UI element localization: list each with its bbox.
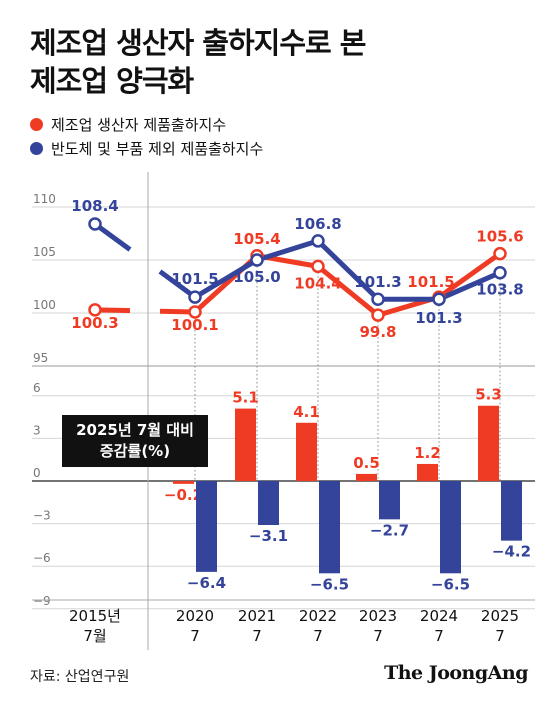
- line-data-label: 105.0: [233, 268, 280, 286]
- bar-data-label: −2.7: [370, 521, 409, 539]
- bar-data-label: −0.2: [164, 486, 203, 504]
- legend-item-blue: 반도체 및 부품 제외 제품출하지수: [30, 136, 263, 160]
- series-point: [188, 305, 202, 319]
- line-data-label: 101.5: [171, 270, 218, 288]
- series-line-segment: [158, 269, 197, 300]
- series-point: [493, 246, 507, 261]
- title-line-2: 제조업 양극화: [30, 64, 194, 98]
- source-note: 자료: 산업연구원: [30, 669, 130, 685]
- bar: [235, 408, 256, 481]
- line-data-label: 108.4: [71, 197, 118, 215]
- bar: [356, 473, 377, 481]
- bar-y-tick-label: −3: [33, 509, 51, 523]
- x-tick-label: 2015년: [69, 607, 121, 625]
- bar: [478, 405, 499, 481]
- x-tick-label: 7: [373, 627, 383, 645]
- x-tick-label: 2023: [359, 607, 397, 625]
- legend-red-dot-icon: [30, 117, 43, 131]
- bar-data-label: −6.4: [187, 574, 226, 592]
- bar-data-label: 5.1: [232, 389, 259, 407]
- x-tick-label: 7: [495, 627, 505, 645]
- legend-item-red: 제조업 생산자 제품출하지수: [30, 112, 263, 136]
- line-data-label: 104.4: [294, 274, 341, 292]
- bar-data-label: 0.5: [353, 454, 380, 472]
- bar-data-label: 5.3: [475, 386, 502, 404]
- x-tick-label: 7: [190, 627, 200, 645]
- series-point: [371, 292, 385, 306]
- bar-data-label: −6.5: [431, 575, 470, 593]
- x-tick-label: 2025: [481, 607, 519, 625]
- bar-data-label: 4.1: [293, 403, 320, 421]
- bar: [258, 481, 279, 526]
- bar: [417, 463, 438, 481]
- series-line-segment: [93, 221, 132, 252]
- x-tick-label: 7: [313, 627, 323, 645]
- x-tick-label: 2021: [238, 607, 276, 625]
- bar-data-label: −6.5: [310, 575, 349, 593]
- line-data-label: 106.8: [294, 215, 341, 233]
- series-point: [432, 292, 446, 306]
- series-point: [493, 265, 507, 280]
- x-tick-label: 7: [434, 627, 444, 645]
- bar: [379, 481, 400, 520]
- bar-y-tick-label: 3: [33, 423, 41, 437]
- bar-data-label: −4.2: [492, 543, 531, 561]
- bar-y-tick-label: 0: [33, 466, 41, 480]
- bar: [296, 422, 317, 481]
- line-y-tick-label: 105: [33, 245, 56, 259]
- line-data-label: 105.4: [233, 230, 280, 248]
- series-point: [188, 290, 202, 304]
- series-point: [371, 308, 385, 322]
- line-data-label: 100.3: [71, 314, 118, 332]
- series-point: [311, 259, 325, 274]
- chart-title: 제조업 생산자 출하지수로 본 제조업 양극화: [30, 24, 366, 100]
- line-y-tick-label: 110: [33, 192, 56, 206]
- line-y-tick-label: 95: [33, 351, 48, 365]
- line-data-label: 103.8: [476, 281, 523, 299]
- series-line: [193, 238, 501, 302]
- bar: [196, 481, 217, 572]
- line-data-label: 101.5: [407, 273, 454, 291]
- line-data-label: 100.1: [171, 316, 218, 334]
- x-tick-label: 7월: [83, 627, 106, 645]
- bar-caption-text: 2025년 7월 대비: [76, 421, 194, 439]
- legend-red-label: 제조업 생산자 제품출하지수: [51, 115, 227, 134]
- legend-blue-label: 반도체 및 부품 제외 제품출하지수: [51, 139, 264, 158]
- series-point: [88, 303, 102, 317]
- bar-caption-box: [62, 415, 208, 467]
- bar: [173, 481, 194, 484]
- series-point: [250, 253, 264, 267]
- legend-blue-dot-icon: [30, 141, 43, 155]
- line-data-label: 101.3: [354, 273, 401, 291]
- bar-y-tick-label: −6: [33, 551, 51, 565]
- x-tick-label: 2022: [299, 607, 337, 625]
- line-data-label: 99.8: [359, 323, 396, 341]
- line-data-label: 101.3: [415, 309, 462, 327]
- series-point: [88, 217, 102, 231]
- line-data-label: 105.6: [476, 228, 523, 246]
- x-tick-label: 7: [252, 627, 262, 645]
- x-tick-label: 2024: [420, 607, 458, 625]
- bar-y-tick-label: −9: [33, 594, 51, 608]
- bar: [440, 481, 461, 574]
- legend: 제조업 생산자 제품출하지수 반도체 및 부품 제외 제품출하지수: [30, 112, 263, 160]
- title-line-1: 제조업 생산자 출하지수로 본: [30, 26, 366, 60]
- bar-y-tick-label: 6: [33, 381, 41, 395]
- x-tick-label: 2020: [176, 607, 214, 625]
- bar: [319, 481, 340, 574]
- series-point: [311, 234, 325, 248]
- bar-caption-text: 증감률(%): [100, 442, 170, 460]
- line-y-tick-label: 100: [33, 298, 56, 312]
- bar-data-label: −3.1: [249, 527, 288, 545]
- bar: [501, 481, 522, 541]
- bar-data-label: 1.2: [414, 444, 441, 462]
- brand-logo: The JoongAng: [384, 662, 528, 684]
